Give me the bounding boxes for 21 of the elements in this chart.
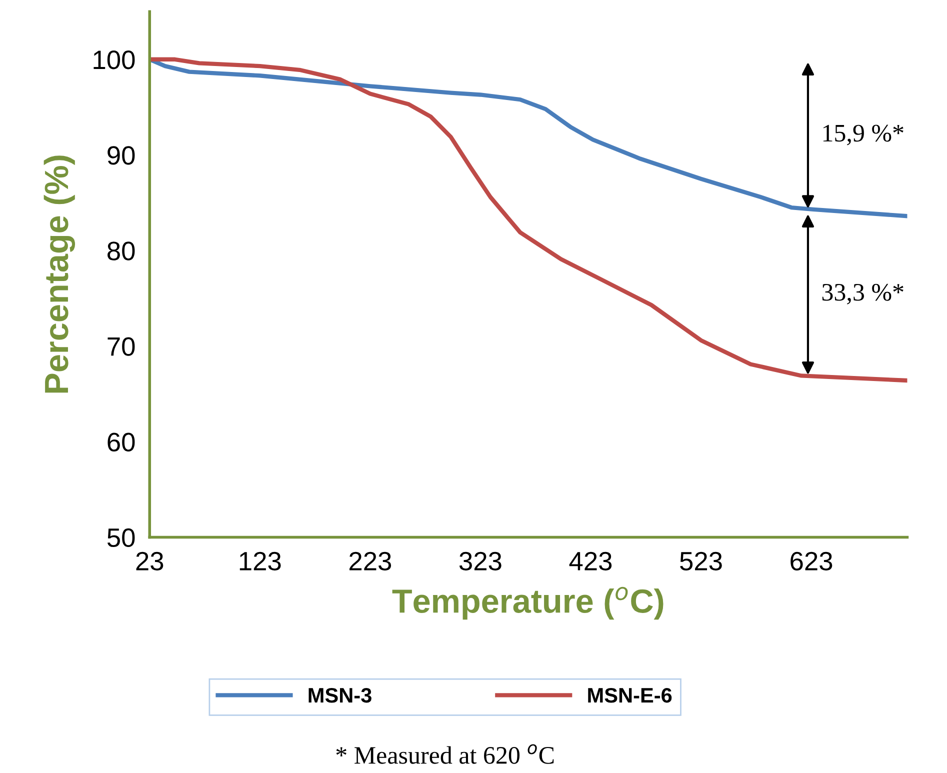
x-tick-label: 23 <box>136 552 164 571</box>
legend-label: MSN-E-6 <box>588 688 672 703</box>
y-axis-title: Percentage (%) <box>44 156 76 393</box>
y-tick-label: 80 <box>108 242 135 260</box>
x-tick-label: 123 <box>240 552 281 571</box>
legend-label: MSN-3 <box>308 688 372 703</box>
y-tick-label: 90 <box>108 146 135 165</box>
text: * Measured at 620 $^{o}$C <box>336 744 554 764</box>
annotation: 15,9 %* <box>823 124 904 146</box>
x-tick-label: 523 <box>680 552 722 571</box>
x-tick-label: 423 <box>569 552 612 571</box>
x-axis-title: Temperature ($^{o}$C) <box>392 586 664 620</box>
x-tick-label: 623 <box>790 552 832 571</box>
annotation: 33,3 %* <box>822 284 904 304</box>
y-tick-label: 70 <box>108 337 135 356</box>
x-tick-label: 223 <box>349 552 392 571</box>
y-tick-label: 50 <box>107 528 135 548</box>
y-tick-label: 60 <box>108 432 135 452</box>
line-series <box>150 57 908 383</box>
y-tick-label: 100 <box>94 50 135 70</box>
x-tick-label: 323 <box>459 552 502 571</box>
